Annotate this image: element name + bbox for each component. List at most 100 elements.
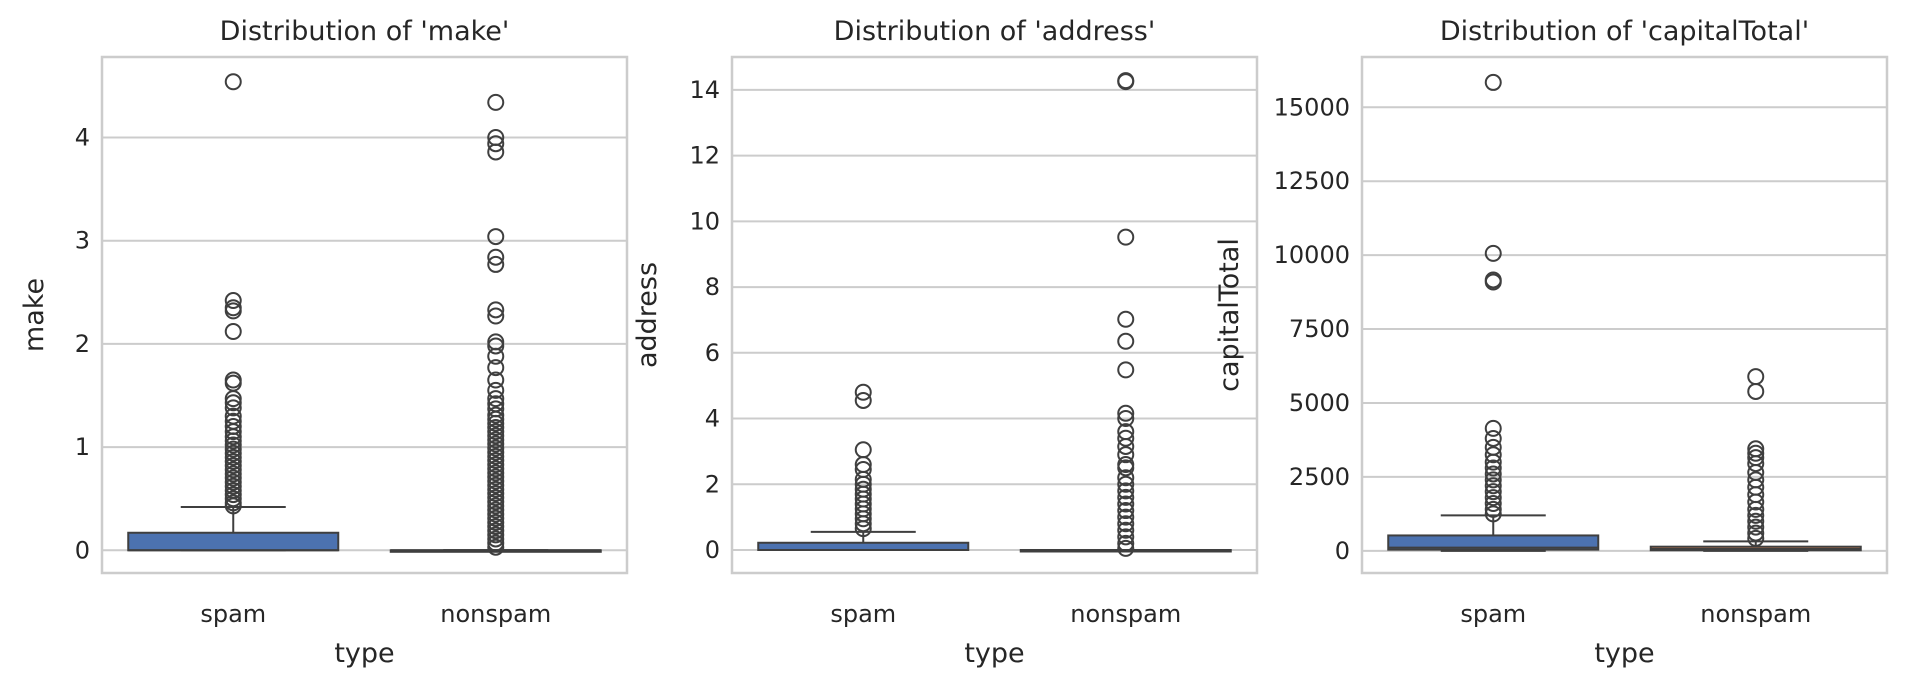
- chart-panel-1: 0 1 2 3 4 spam nonspam Distribution of 'make' ty…: [19, 16, 629, 669]
- outlier-point: [1484, 459, 1502, 477]
- outlier-point: [487, 337, 505, 355]
- y-axis-label: address: [632, 262, 663, 368]
- outlier-point: [1484, 500, 1502, 518]
- outlier-point: [224, 473, 242, 491]
- outlier-point: [224, 477, 242, 495]
- outlier-point: [487, 371, 505, 389]
- x-tick-label: nonspam: [1070, 600, 1181, 628]
- outlier-point: [1484, 471, 1502, 489]
- y-tick-label: 6: [705, 339, 720, 367]
- outlier-point: [487, 530, 505, 548]
- outlier-point: [487, 301, 505, 319]
- outlier-point: [487, 480, 505, 498]
- x-axis-label: type: [1594, 638, 1654, 669]
- y-tick-label: 4: [705, 405, 720, 433]
- outlier-point: [487, 476, 505, 494]
- outlier-point: [1747, 524, 1765, 542]
- outlier-point: [224, 292, 242, 310]
- outlier-point: [1117, 534, 1135, 552]
- outlier-point: [1117, 469, 1135, 487]
- outlier-point: [487, 93, 505, 111]
- axes-frame: [730, 55, 1259, 575]
- outlier-point: [224, 428, 242, 446]
- outlier-point: [1484, 244, 1502, 262]
- outlier-point: [1117, 459, 1135, 477]
- outlier-point: [1484, 419, 1502, 437]
- outlier-point: [854, 510, 872, 528]
- box-spam: [757, 383, 970, 551]
- box-spam: [1387, 73, 1600, 552]
- y-tick-label: 0: [1335, 537, 1350, 565]
- x-tick-label: spam: [830, 600, 896, 628]
- outlier-point: [487, 248, 505, 266]
- outlier-point: [487, 509, 505, 527]
- outlier-point: [1747, 493, 1765, 511]
- outlier-point: [1117, 495, 1135, 513]
- outlier-point: [487, 431, 505, 449]
- outlier-point: [487, 468, 505, 486]
- outlier-point: [487, 472, 505, 490]
- x-tick-label: nonspam: [440, 600, 551, 628]
- outlier-point: [1117, 332, 1135, 350]
- outlier-point: [1117, 508, 1135, 526]
- outlier-point: [224, 469, 242, 487]
- outlier-point: [1117, 488, 1135, 506]
- outlier-point: [224, 461, 242, 479]
- outlier-point: [224, 497, 242, 515]
- outlier-point: [1484, 446, 1502, 464]
- outlier-point: [487, 447, 505, 465]
- outlier-point: [1117, 310, 1135, 328]
- outlier-point: [1484, 73, 1502, 91]
- y-tick-label: 12500: [1274, 167, 1350, 195]
- outlier-point: [487, 439, 505, 457]
- y-tick-label: 14: [689, 76, 720, 104]
- outlier-point: [1484, 465, 1502, 483]
- box-nonspam: [1649, 368, 1862, 552]
- outlier-point: [854, 515, 872, 533]
- outlier-point: [224, 399, 242, 417]
- y-tick-label: 10: [689, 207, 720, 235]
- chart-title: Distribution of 'address': [834, 16, 1156, 47]
- y-tick-label: 15000: [1274, 93, 1350, 121]
- outlier-point: [1117, 521, 1135, 539]
- outlier-point: [487, 538, 505, 556]
- outlier-point: [224, 390, 242, 408]
- outlier-point: [224, 453, 242, 471]
- outlier-point: [224, 490, 242, 508]
- outlier-point: [1117, 73, 1135, 91]
- outlier-point: [487, 460, 505, 478]
- outlier-point: [224, 457, 242, 475]
- outlier-point: [487, 464, 505, 482]
- y-axis-label: capitalTotal: [1214, 238, 1245, 392]
- outlier-point: [224, 394, 242, 412]
- outlier-point: [1747, 512, 1765, 530]
- outlier-point: [1117, 404, 1135, 422]
- outlier-point: [487, 489, 505, 507]
- box-spam: [127, 73, 340, 552]
- outlier-point: [1747, 518, 1765, 536]
- outlier-point: [1747, 455, 1765, 473]
- outlier-point: [224, 444, 242, 462]
- outlier-point: [1747, 368, 1765, 386]
- y-tick-label: 2: [75, 330, 90, 358]
- outlier-point: [487, 143, 505, 161]
- x-tick-label: spam: [1460, 600, 1526, 628]
- y-tick-label: 0: [705, 536, 720, 564]
- outlier-point: [854, 383, 872, 401]
- axes-frame: [100, 55, 629, 575]
- outlier-point: [487, 359, 505, 377]
- outlier-point: [224, 302, 242, 320]
- outlier-point: [1117, 528, 1135, 546]
- outlier-point: [487, 390, 505, 408]
- outlier-point: [224, 432, 242, 450]
- outlier-point: [487, 497, 505, 515]
- outlier-point: [1117, 482, 1135, 500]
- outlier-point: [224, 323, 242, 341]
- outlier-point: [1484, 477, 1502, 495]
- axes-frame: [1360, 55, 1889, 575]
- outlier-point: [1117, 361, 1135, 379]
- outlier-point: [487, 493, 505, 511]
- outlier-point: [1747, 506, 1765, 524]
- outlier-point: [1117, 515, 1135, 533]
